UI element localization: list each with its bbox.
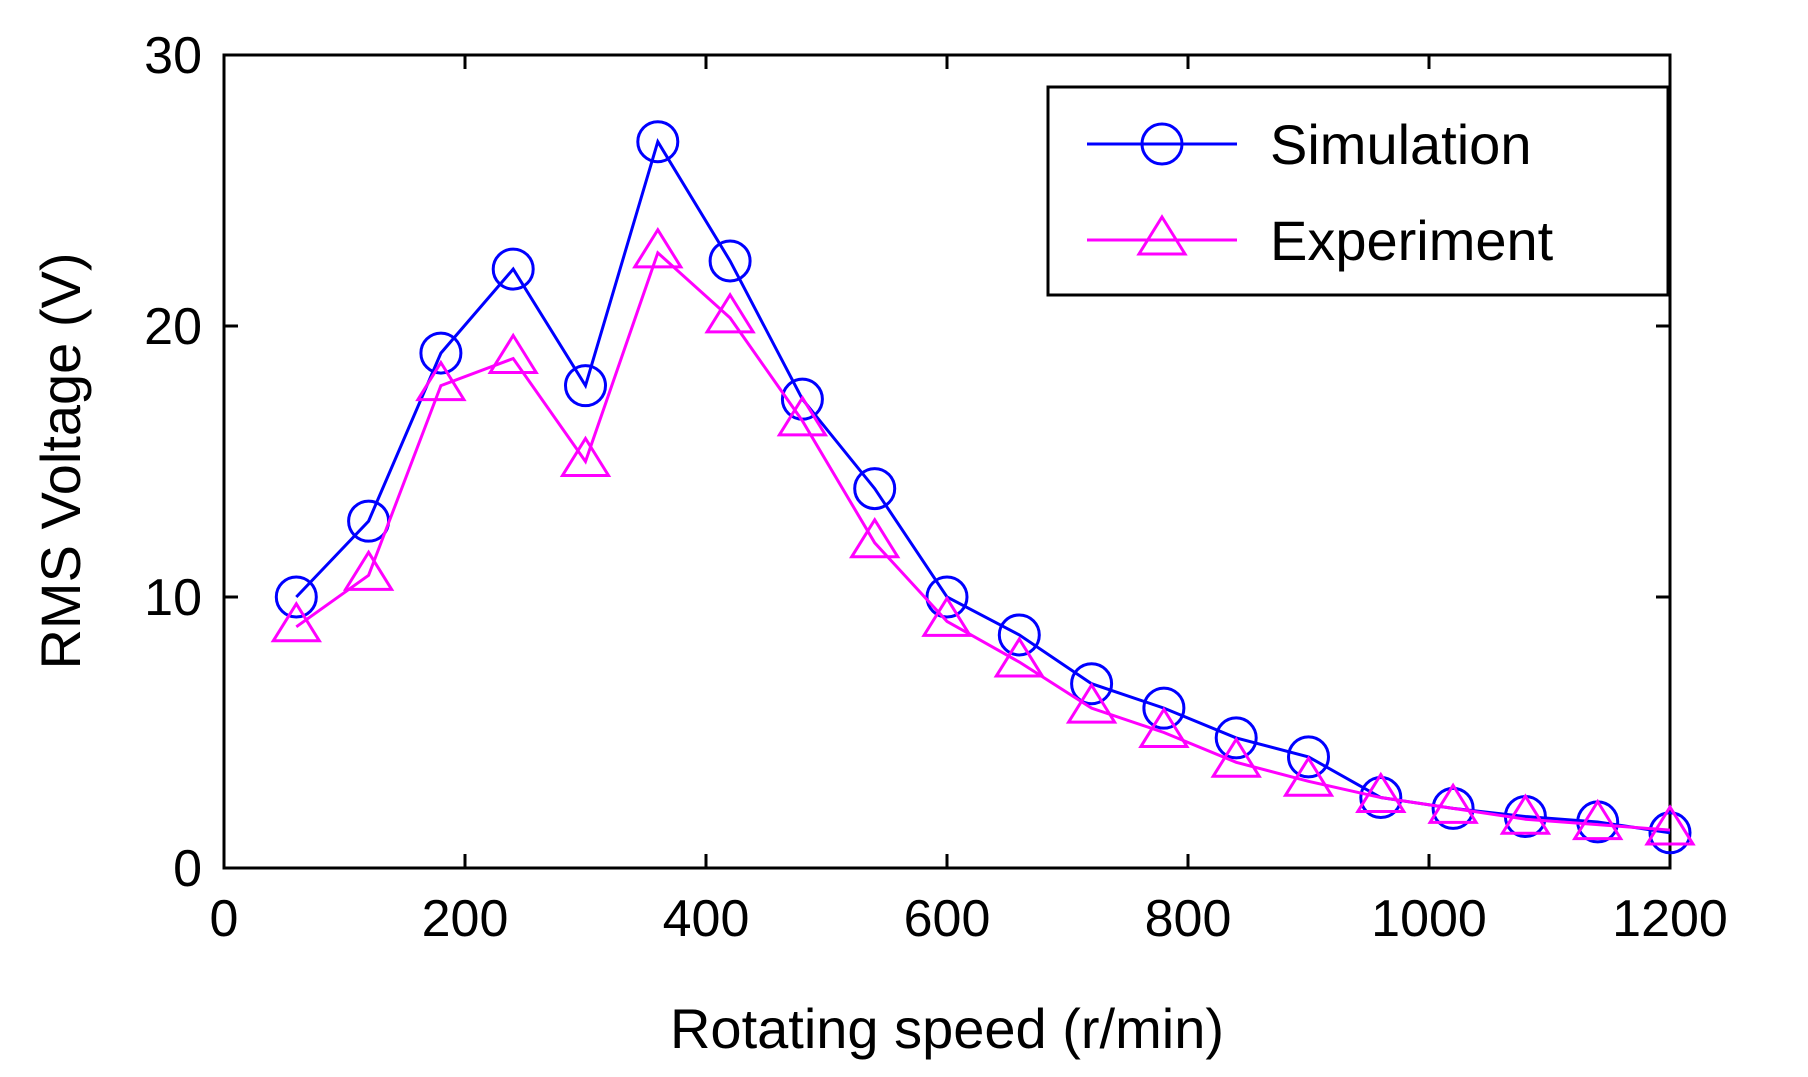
series-layer <box>270 120 1696 855</box>
experiment-point <box>415 359 467 402</box>
simulation-point <box>997 613 1041 657</box>
series-experiment <box>270 226 1696 846</box>
simulation-point <box>1214 716 1258 760</box>
tick-labels: 0 200 400 600 800 1000 1200 0 10 20 30 <box>144 27 1728 948</box>
experiment-point <box>1572 798 1624 841</box>
legend-label-simulation: Simulation <box>1270 113 1531 176</box>
simulation-point <box>1431 786 1475 830</box>
simulation-point <box>925 575 969 619</box>
x-tick-label: 400 <box>663 890 750 948</box>
experiment-point <box>1210 736 1262 778</box>
y-tick-label: 0 <box>173 840 202 898</box>
y-axis-title: RMS Voltage (V) <box>29 252 92 669</box>
simulation-point <box>1142 686 1186 730</box>
legend: Simulation Experiment <box>1046 85 1670 297</box>
simulation-point <box>708 239 752 283</box>
simulation-point <box>853 467 897 511</box>
simulation-point <box>1359 776 1403 820</box>
legend-label-experiment: Experiment <box>1270 209 1554 272</box>
y-tick-label: 30 <box>144 27 202 85</box>
experiment-point <box>921 595 973 637</box>
simulation-point <box>1070 662 1114 706</box>
x-tick-label: 800 <box>1145 890 1232 948</box>
experiment-point <box>1355 771 1407 814</box>
simulation-point <box>419 331 463 375</box>
simulation-point <box>1648 811 1692 855</box>
x-axis-title: Rotating speed (r/min) <box>670 997 1224 1060</box>
simulation-point <box>491 247 535 291</box>
simulation-point <box>1287 735 1330 779</box>
experiment-point <box>487 332 539 375</box>
experiment-point <box>1427 782 1479 824</box>
experiment-point <box>704 292 756 334</box>
legend-box <box>1046 85 1670 297</box>
y-tick-label: 10 <box>144 569 202 627</box>
x-tick-label: 0 <box>210 890 239 948</box>
experiment-point <box>1644 804 1696 846</box>
experiment-point <box>993 636 1045 678</box>
experiment-point <box>1065 682 1118 724</box>
x-tick-label: 600 <box>904 890 991 948</box>
experiment-point <box>1499 793 1552 835</box>
simulation-point <box>564 364 607 408</box>
legend-marker-simulation <box>1140 122 1184 166</box>
experiment-point <box>776 395 829 437</box>
experiment-point <box>342 549 395 591</box>
experiment-point <box>559 435 612 477</box>
experiment-point <box>849 516 901 559</box>
experiment-point <box>632 226 684 269</box>
x-tick-label: 1200 <box>1612 890 1728 948</box>
x-tick-label: 1000 <box>1371 890 1487 948</box>
experiment-point <box>1138 706 1190 748</box>
x-tick-label: 200 <box>422 890 509 948</box>
y-tick-label: 20 <box>144 298 202 356</box>
experiment-point <box>1282 755 1335 797</box>
experiment-point <box>270 600 322 643</box>
axis-ticks <box>222 53 1672 870</box>
simulation-point <box>274 575 318 619</box>
simulation-point <box>636 120 680 164</box>
legend-marker-experiment <box>1136 214 1188 256</box>
